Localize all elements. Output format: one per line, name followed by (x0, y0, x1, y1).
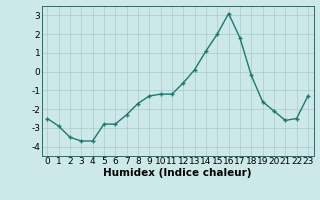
X-axis label: Humidex (Indice chaleur): Humidex (Indice chaleur) (103, 168, 252, 178)
